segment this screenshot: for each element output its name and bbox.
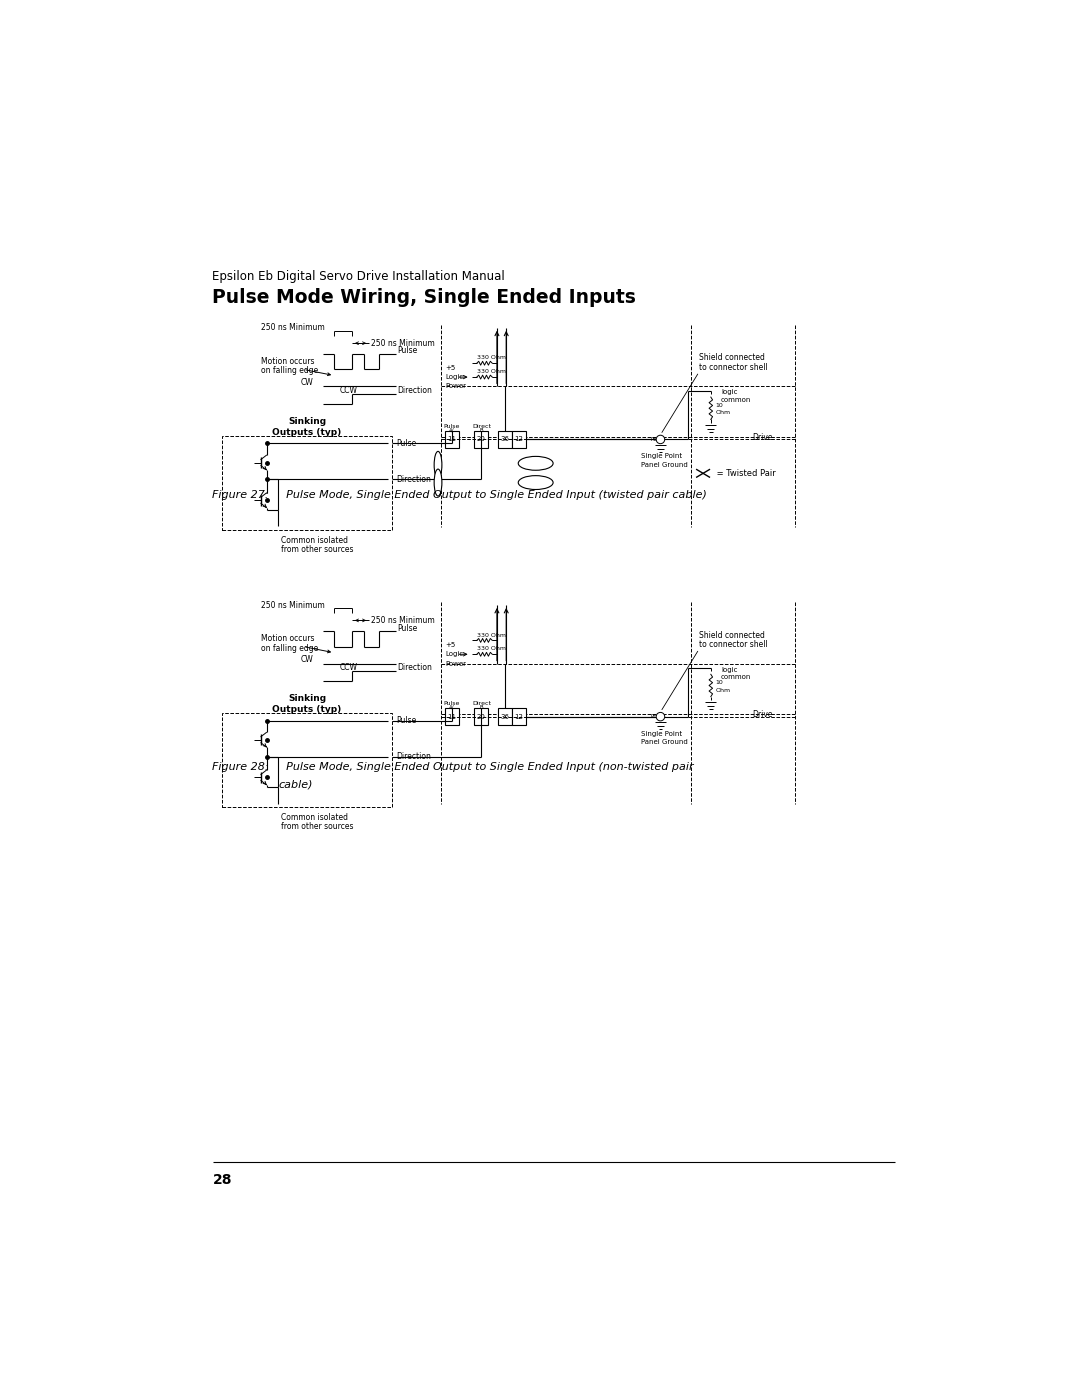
Ellipse shape — [518, 475, 553, 489]
Text: Logic: Logic — [445, 374, 463, 380]
Bar — [512, 708, 526, 725]
Text: PE: PE — [650, 714, 657, 719]
Ellipse shape — [434, 451, 442, 478]
Text: 250 ns Minimum: 250 ns Minimum — [370, 338, 434, 348]
Text: Pulse: Pulse — [397, 346, 418, 355]
Text: 20: 20 — [477, 436, 486, 443]
Text: Figure 28:     Pulse Mode, Single Ended Output to Single Ended Input (non-twiste: Figure 28: Pulse Mode, Single Ended Outp… — [213, 763, 694, 773]
Text: 10: 10 — [715, 680, 724, 685]
Text: = Twisted Pair: = Twisted Pair — [714, 469, 775, 478]
Text: Ohm: Ohm — [715, 411, 730, 415]
Bar — [445, 708, 459, 725]
Text: logic: logic — [721, 390, 738, 395]
Bar — [498, 708, 512, 725]
Text: 20: 20 — [477, 714, 486, 719]
Text: B: B — [480, 705, 483, 710]
Text: Shield connected: Shield connected — [699, 353, 765, 362]
Text: Power: Power — [445, 383, 465, 390]
Text: Outputs (typ): Outputs (typ) — [272, 705, 341, 714]
Text: Motion occurs: Motion occurs — [260, 358, 314, 366]
Text: CCW: CCW — [339, 386, 357, 395]
Text: on falling edge: on falling edge — [260, 644, 318, 652]
Text: Direction: Direction — [397, 662, 433, 672]
Text: Sinking: Sinking — [288, 418, 326, 426]
Bar — [512, 432, 526, 448]
Text: Pulse: Pulse — [397, 623, 418, 633]
Text: +5: +5 — [445, 643, 456, 648]
Text: Direct: Direct — [472, 701, 491, 705]
Text: Single Point: Single Point — [642, 454, 683, 460]
Text: 330 Ohm: 330 Ohm — [476, 355, 505, 360]
Text: Pulse: Pulse — [396, 439, 417, 448]
Text: +5: +5 — [445, 365, 456, 370]
Text: CW: CW — [301, 379, 313, 387]
Text: Direction: Direction — [397, 386, 433, 395]
Bar — [474, 432, 488, 448]
Text: 330 Ohm: 330 Ohm — [476, 369, 505, 374]
Text: B: B — [480, 427, 483, 433]
Text: 330 Ohm: 330 Ohm — [476, 647, 505, 651]
Text: A/: A/ — [449, 427, 455, 433]
Text: Common isolated: Common isolated — [282, 536, 349, 545]
Text: Single Point: Single Point — [642, 731, 683, 736]
Text: Shield connected: Shield connected — [699, 630, 765, 640]
Text: common: common — [721, 397, 752, 404]
Text: Power: Power — [445, 661, 465, 666]
Text: PE: PE — [650, 437, 657, 441]
Bar — [445, 432, 459, 448]
Text: common: common — [721, 675, 752, 680]
Ellipse shape — [518, 457, 553, 471]
Text: Motion occurs: Motion occurs — [260, 634, 314, 644]
Text: Panel Ground: Panel Ground — [642, 462, 688, 468]
Text: 330 Ohm: 330 Ohm — [476, 633, 505, 637]
Ellipse shape — [434, 469, 442, 496]
Text: 11: 11 — [447, 714, 457, 719]
Text: Direct: Direct — [472, 423, 491, 429]
Text: 11: 11 — [447, 436, 457, 443]
Text: Drive: Drive — [753, 433, 773, 441]
Text: Outputs (typ): Outputs (typ) — [272, 427, 341, 437]
Text: Panel Ground: Panel Ground — [642, 739, 688, 745]
Text: Pulse: Pulse — [444, 423, 460, 429]
Text: 12: 12 — [514, 714, 523, 719]
Text: Figure 27:     Pulse Mode, Single Ended Output to Single Ended Input (twisted pa: Figure 27: Pulse Mode, Single Ended Outp… — [213, 490, 707, 500]
Text: Pulse: Pulse — [396, 717, 417, 725]
Text: 250 ns Minimum: 250 ns Minimum — [370, 616, 434, 624]
Text: 28: 28 — [213, 1173, 232, 1187]
Bar — [498, 432, 512, 448]
Bar — [221, 712, 392, 806]
Circle shape — [657, 436, 664, 444]
Text: cable): cable) — [279, 780, 313, 789]
Text: Ohm: Ohm — [715, 687, 730, 693]
Text: 36: 36 — [500, 436, 509, 443]
Bar — [221, 436, 392, 529]
Text: Pulse: Pulse — [444, 701, 460, 705]
Text: Logic: Logic — [445, 651, 463, 657]
Text: Common isolated: Common isolated — [282, 813, 349, 821]
Text: to connector shell: to connector shell — [699, 640, 768, 648]
Text: on falling edge: on falling edge — [260, 366, 318, 376]
Text: logic: logic — [721, 666, 738, 673]
Text: Drive: Drive — [753, 710, 773, 719]
Text: Sinking: Sinking — [288, 694, 326, 704]
Text: 250 ns Minimum: 250 ns Minimum — [260, 323, 324, 332]
Text: 12: 12 — [514, 436, 523, 443]
Text: 10: 10 — [715, 402, 724, 408]
Text: Pulse Mode Wiring, Single Ended Inputs: Pulse Mode Wiring, Single Ended Inputs — [213, 288, 636, 307]
Text: A/: A/ — [449, 705, 455, 710]
Text: 250 ns Minimum: 250 ns Minimum — [260, 601, 324, 609]
Text: Epsilon Eb Digital Servo Drive Installation Manual: Epsilon Eb Digital Servo Drive Installat… — [213, 271, 505, 284]
Text: Direction: Direction — [396, 475, 431, 483]
Text: CW: CW — [301, 655, 313, 664]
Text: to connector shell: to connector shell — [699, 363, 768, 372]
Text: from other sources: from other sources — [282, 823, 354, 831]
Bar — [474, 708, 488, 725]
Text: Direction: Direction — [396, 752, 431, 761]
Text: from other sources: from other sources — [282, 545, 354, 555]
Text: CCW: CCW — [339, 662, 357, 672]
Text: 36: 36 — [500, 714, 509, 719]
Circle shape — [657, 712, 664, 721]
